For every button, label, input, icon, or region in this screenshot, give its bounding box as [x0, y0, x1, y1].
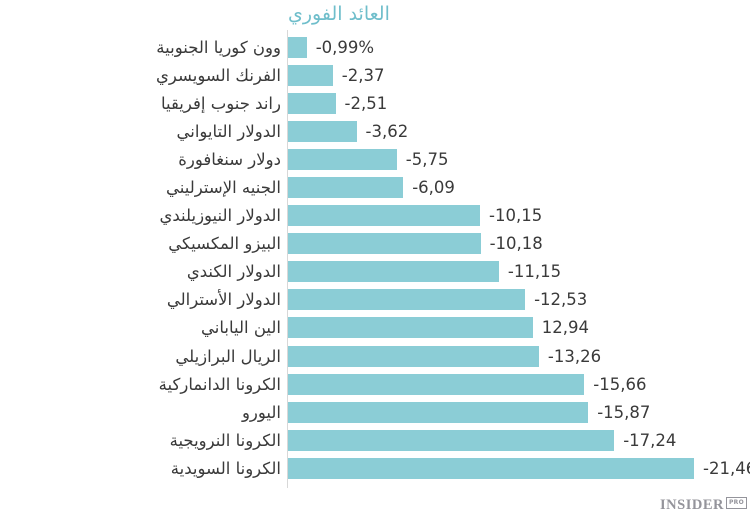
bar-zone: -10,15: [288, 205, 750, 227]
bar: [288, 317, 533, 339]
category-label: البيزو المكسيكي: [168, 234, 281, 254]
bar-rows: وون كوريا الجنوبية -0,99% الفرنك السويسري -…: [0, 33, 750, 483]
bar-row: الكرونا الدانماركية -15,66: [0, 370, 750, 398]
value-label: -6,09: [412, 178, 455, 198]
category-label: راند جنوب إفريقيا: [160, 93, 281, 113]
category-label: الدولار الأسترالي: [166, 290, 281, 310]
bar-row: البيزو المكسيكي -10,18: [0, 230, 750, 258]
bar-row: الدولار التايواني -3,62: [0, 117, 750, 145]
category-label: الين الياباني: [201, 318, 281, 338]
bar-row: الدولار الأسترالي -12,53: [0, 286, 750, 314]
value-label: -0,99%: [315, 37, 375, 57]
bar: [288, 457, 694, 479]
value-label: -17,24: [623, 430, 677, 450]
bar-zone: -5,75: [288, 148, 750, 170]
category-label: اليورو: [241, 402, 281, 422]
bar: [288, 373, 585, 395]
bar: [288, 120, 357, 142]
category-label: الريال البرازيلي: [175, 346, 281, 366]
bar: [288, 233, 481, 255]
bar-zone: -0,99%: [288, 36, 750, 58]
bar-row: الكرونا السويدية -21,46: [0, 454, 750, 482]
chart-title: العائد الفوري: [288, 3, 390, 25]
bar-zone: -3,62: [288, 120, 750, 142]
value-label: -11,15: [507, 262, 562, 282]
category-label: الفرنك السويسري: [156, 65, 281, 85]
bar: [288, 148, 397, 170]
bar-zone: -11,15: [288, 261, 750, 283]
category-label: الدولار النيوزيلندي: [159, 206, 281, 226]
bar: [288, 64, 333, 86]
bar: [288, 92, 336, 114]
bar: [288, 261, 499, 283]
category-label: الدولار التايواني: [176, 121, 281, 141]
bar: [288, 401, 589, 423]
category-label: الدولار الكندي: [186, 262, 281, 282]
bar-row: الريال البرازيلي -13,26: [0, 342, 750, 370]
value-label: -13,26: [547, 346, 602, 366]
bar-row: الكرونا النرويجية -17,24: [0, 426, 750, 454]
bar: [288, 429, 615, 451]
bar: [288, 289, 526, 311]
bar-zone: -12,53: [288, 289, 750, 311]
value-label: -12,53: [534, 290, 588, 310]
bar-zone: -2,51: [288, 92, 750, 114]
bar: [288, 205, 480, 227]
bar-zone: -2,37: [288, 64, 750, 86]
insider-logo-text: INSIDER: [660, 497, 724, 513]
value-label: -2,51: [344, 93, 388, 113]
bar-row: الجنيه الإسترليني -6,09: [0, 173, 750, 201]
category-label: الكرونا النرويجية: [169, 430, 281, 450]
category-label: الكرونا الدانماركية: [158, 374, 281, 394]
bar-zone: 12,94: [288, 317, 750, 339]
y-axis-line: [287, 30, 288, 488]
bar-zone: -13,26: [288, 345, 750, 367]
bar-row: راند جنوب إفريقيا -2,51: [0, 89, 750, 117]
bar-zone: -15,87: [288, 401, 750, 423]
bar-row: الدولار النيوزيلندي -10,15: [0, 202, 750, 230]
value-label: -10,15: [489, 206, 543, 226]
bar-row: اليورو -15,87: [0, 398, 750, 426]
value-label: 12,94: [541, 318, 590, 338]
insider-logo: INSIDER PRO: [660, 496, 747, 514]
bar-zone: -10,18: [288, 233, 750, 255]
bar-zone: -15,66: [288, 373, 750, 395]
bar: [288, 345, 539, 367]
bar: [288, 36, 307, 58]
bar: [288, 177, 404, 199]
value-label: -5,75: [405, 149, 449, 169]
value-label: -2,37: [341, 65, 385, 85]
value-label: -3,62: [365, 121, 409, 141]
category-label: الجنيه الإسترليني: [166, 178, 281, 198]
bar-zone: -17,24: [288, 429, 750, 451]
value-label: -21,46: [703, 458, 750, 478]
value-label: -15,66: [593, 374, 647, 394]
bar-row: وون كوريا الجنوبية -0,99%: [0, 33, 750, 61]
bar-zone: -6,09: [288, 177, 750, 199]
category-label: دولار سنغافورة: [178, 149, 281, 169]
value-label: -15,87: [597, 402, 651, 422]
bar-zone: -21,46: [288, 457, 750, 479]
category-label: وون كوريا الجنوبية: [156, 37, 281, 57]
value-label: -10,18: [489, 234, 543, 254]
insider-pro-badge: PRO: [725, 496, 747, 509]
bar-row: الين الياباني 12,94: [0, 314, 750, 342]
bar-row: دولار سنغافورة -5,75: [0, 145, 750, 173]
bar-row: الفرنك السويسري -2,37: [0, 61, 750, 89]
category-label: الكرونا السويدية: [170, 458, 281, 478]
bar-row: الدولار الكندي -11,15: [0, 258, 750, 286]
